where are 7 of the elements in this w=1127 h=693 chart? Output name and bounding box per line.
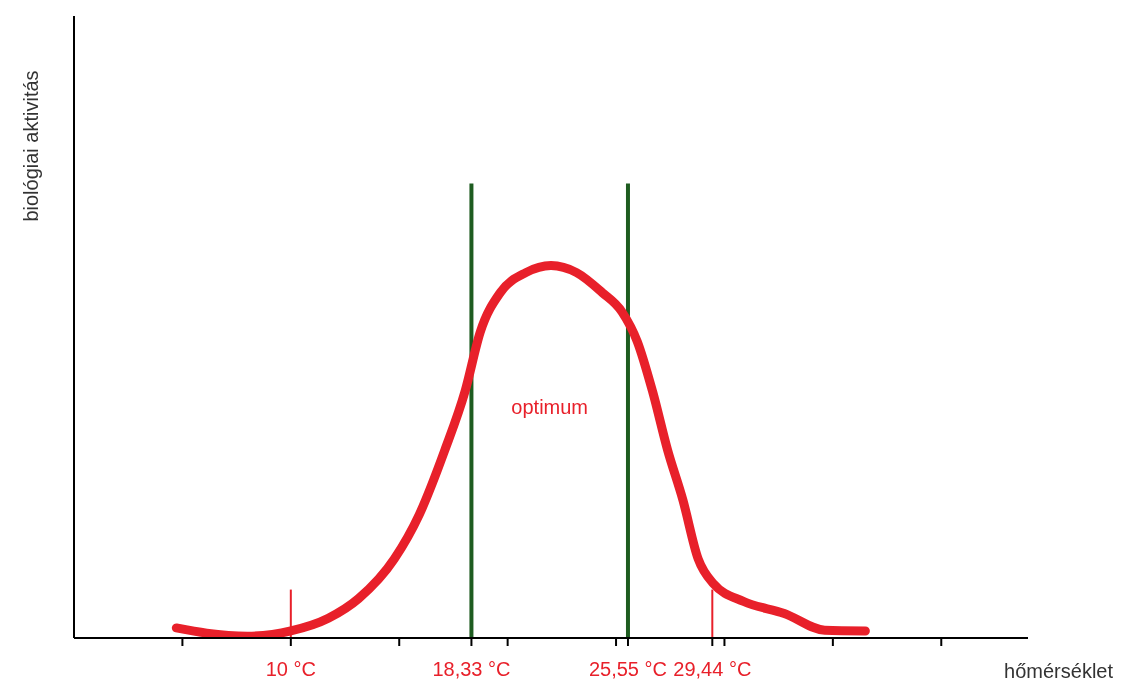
y-axis-title: biológiai aktivitás: [20, 70, 42, 222]
x-tick-label: 29,44 °C: [673, 658, 752, 680]
x-axis-title: hőmérséklet: [1004, 660, 1114, 682]
x-tick-label: 18,33 °C: [432, 658, 511, 680]
annotation: optimum: [511, 396, 589, 419]
x-tick-label: 10 °C: [265, 658, 316, 680]
x-tick-label: 25,55 °C: [588, 658, 667, 680]
